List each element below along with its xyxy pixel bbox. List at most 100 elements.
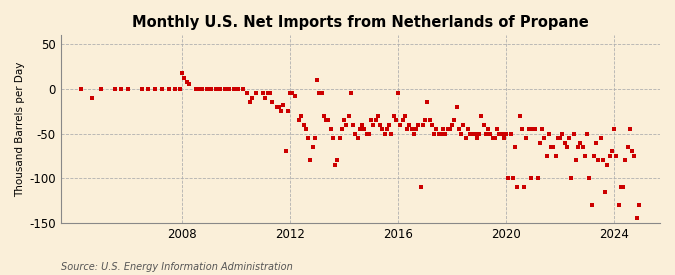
Point	[157, 87, 167, 91]
Point	[273, 104, 284, 109]
Point	[609, 127, 620, 131]
Point	[582, 131, 593, 136]
Point	[224, 87, 235, 91]
Point	[506, 131, 516, 136]
Title: Monthly U.S. Net Imports from Netherlands of Propane: Monthly U.S. Net Imports from Netherland…	[132, 15, 589, 30]
Point	[566, 176, 577, 180]
Point	[197, 87, 208, 91]
Point	[616, 185, 626, 189]
Point	[597, 158, 608, 163]
Point	[388, 114, 399, 118]
Point	[458, 122, 469, 127]
Point	[465, 131, 476, 136]
Point	[539, 136, 550, 140]
Point	[202, 87, 213, 91]
Point	[170, 87, 181, 91]
Point	[368, 122, 379, 127]
Point	[280, 149, 291, 154]
Point	[384, 122, 395, 127]
Point	[447, 122, 458, 127]
Point	[303, 136, 314, 140]
Point	[516, 127, 527, 131]
Point	[629, 154, 640, 158]
Point	[404, 122, 415, 127]
Point	[573, 145, 584, 149]
Text: Source: U.S. Energy Information Administration: Source: U.S. Energy Information Administ…	[61, 262, 292, 272]
Point	[393, 91, 404, 96]
Point	[150, 87, 161, 91]
Point	[562, 145, 572, 149]
Point	[560, 140, 570, 145]
Point	[136, 87, 147, 91]
Point	[557, 131, 568, 136]
Point	[577, 145, 588, 149]
Point	[584, 176, 595, 180]
Point	[435, 131, 446, 136]
Point	[427, 122, 437, 127]
Point	[182, 79, 192, 84]
Point	[258, 91, 269, 96]
Point	[285, 91, 296, 96]
Point	[184, 82, 194, 87]
Point	[341, 122, 352, 127]
Point	[479, 122, 489, 127]
Point	[533, 176, 543, 180]
Point	[575, 140, 586, 145]
Point	[251, 91, 262, 96]
Point	[595, 136, 606, 140]
Point	[622, 145, 633, 149]
Point	[233, 87, 244, 91]
Point	[271, 104, 282, 109]
Point	[366, 118, 377, 122]
Point	[204, 87, 215, 91]
Point	[317, 91, 327, 96]
Point	[634, 203, 645, 207]
Point	[429, 131, 439, 136]
Point	[408, 131, 419, 136]
Point	[357, 122, 368, 127]
Point	[425, 118, 435, 122]
Point	[537, 127, 547, 131]
Point	[555, 136, 566, 140]
Point	[550, 154, 561, 158]
Point	[364, 131, 375, 136]
Point	[379, 131, 390, 136]
Point	[614, 203, 624, 207]
Point	[411, 127, 422, 131]
Point	[624, 127, 635, 131]
Point	[489, 136, 500, 140]
Point	[512, 185, 523, 189]
Point	[402, 127, 412, 131]
Point	[568, 131, 579, 136]
Point	[305, 158, 316, 163]
Point	[307, 145, 318, 149]
Point	[454, 127, 464, 131]
Point	[503, 176, 514, 180]
Point	[501, 131, 512, 136]
Point	[246, 96, 257, 100]
Point	[296, 114, 307, 118]
Point	[483, 127, 493, 131]
Point	[215, 87, 226, 91]
Point	[323, 118, 334, 122]
Point	[278, 103, 289, 107]
Point	[422, 100, 433, 104]
Point	[631, 216, 642, 221]
Point	[386, 131, 397, 136]
Point	[395, 122, 406, 127]
Point	[492, 127, 503, 131]
Point	[260, 96, 271, 100]
Point	[352, 136, 363, 140]
Point	[618, 185, 628, 189]
Point	[593, 158, 604, 163]
Point	[418, 122, 429, 127]
Point	[580, 154, 591, 158]
Point	[321, 118, 331, 122]
Y-axis label: Thousand Barrels per Day: Thousand Barrels per Day	[15, 61, 25, 197]
Point	[344, 114, 354, 118]
Point	[348, 122, 358, 127]
Point	[192, 87, 203, 91]
Point	[398, 118, 408, 122]
Point	[219, 87, 230, 91]
Point	[163, 87, 174, 91]
